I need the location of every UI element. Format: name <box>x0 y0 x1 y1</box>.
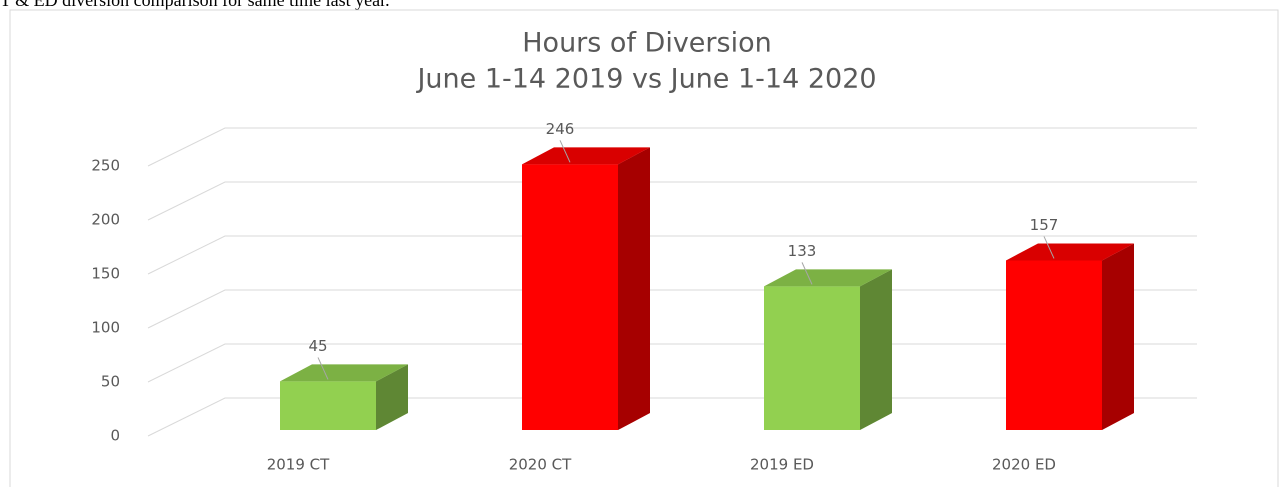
grid-line <box>147 127 1197 167</box>
chart-subtitle: June 1-14 2019 vs June 1-14 2020 <box>415 64 876 95</box>
x-tick-label: 2020 CT <box>509 456 572 474</box>
y-tick-label: 200 <box>91 211 120 229</box>
y-tick-label: 150 <box>91 265 120 283</box>
data-label: 157 <box>1030 216 1059 234</box>
chart-title: Hours of Diversion <box>522 28 771 59</box>
data-label: 246 <box>546 120 575 138</box>
label-leader <box>1043 236 1055 259</box>
bar-top-shade <box>522 147 650 165</box>
label-leader <box>317 357 329 380</box>
label-leader <box>559 140 571 163</box>
bar-side-shade <box>618 147 650 430</box>
bar-top-shade <box>280 364 408 382</box>
bar-top <box>522 147 650 165</box>
bar-front <box>1006 260 1102 430</box>
bar-top-shade <box>1006 243 1134 261</box>
bar-front <box>280 381 376 430</box>
label-leader <box>801 262 813 285</box>
chart-frame <box>9 9 1279 487</box>
bar-side-shade <box>376 364 408 430</box>
bar-top-shade <box>764 269 892 287</box>
bar-top <box>280 364 408 382</box>
bar-side <box>860 269 892 430</box>
x-tick-label: 2020 ED <box>992 456 1056 474</box>
y-tick-label: 0 <box>110 427 120 445</box>
bar-side-shade <box>860 269 892 430</box>
grid-line <box>147 235 1197 275</box>
caption: T & ED diversion comparison for same tim… <box>0 0 390 10</box>
bar-top <box>764 269 892 287</box>
x-tick-label: 2019 ED <box>750 456 814 474</box>
data-label: 45 <box>308 337 327 355</box>
bar-side <box>376 364 408 430</box>
bar-side <box>1102 243 1134 430</box>
bar-top <box>1006 243 1134 261</box>
grid-line <box>147 181 1197 221</box>
bar-front <box>764 286 860 430</box>
data-label: 133 <box>788 242 817 260</box>
bar-side <box>618 147 650 430</box>
y-tick-label: 250 <box>91 157 120 175</box>
y-tick-label: 50 <box>101 373 120 391</box>
x-tick-label: 2019 CT <box>267 456 330 474</box>
y-tick-label: 100 <box>91 319 120 337</box>
bar-front <box>522 164 618 430</box>
bar-side-shade <box>1102 243 1134 430</box>
